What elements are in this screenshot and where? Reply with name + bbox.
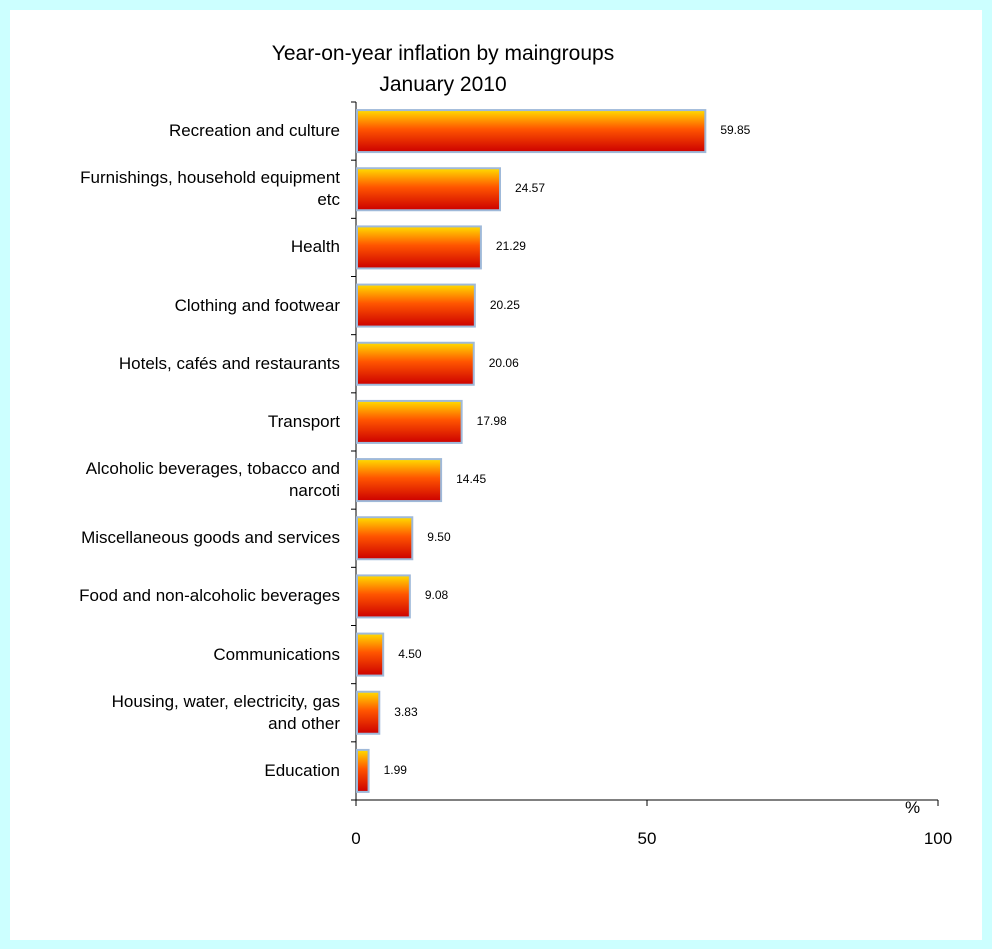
category-label: Housing, water, electricity, gas and othe… [20,691,340,735]
chart-title: Year-on-year inflation by maingroups [271,42,615,65]
bar [356,458,443,503]
x-tick-label: 100 [923,829,953,848]
category-label-line: Health [290,237,340,257]
category-label-line: Clothing and footwear [174,295,340,315]
category-label: Hotels, cafés and restaurants [20,353,340,375]
bar-value-label: 24.57 [514,181,546,196]
category-label: Education [20,760,340,782]
bar [356,283,476,328]
category-label-line: Miscellaneous goods and services [81,528,340,548]
category-label: Health [20,236,340,258]
category-label-line: Hotels, cafés and restaurants [118,353,340,373]
bar-value-label: 14.45 [456,472,487,487]
bar [356,109,707,154]
category-label-line: Education [264,760,340,780]
category-label: Clothing and footwear [20,295,340,317]
category-label-line: Furnishings, household equipment [80,168,340,188]
category-label-line: Food and non-alcoholic beverages [79,586,340,606]
bar-value-label: 20.25 [489,297,520,312]
category-label-line: Communications [213,644,340,664]
x-tick-label: 50 [637,829,657,848]
category-label: Transport [20,411,340,433]
bar [356,399,463,444]
category-label: Alcoholic beverages, tobacco and narcoti [20,458,340,502]
category-label-line: etc [317,190,340,210]
bar [356,574,411,619]
category-label-line: Recreation and culture [168,121,340,141]
bar [356,225,482,270]
category-label: Food and non-alcoholic beverages [20,585,340,607]
category-label-line: Transport [267,411,340,431]
bar-value-label: 4.50 [398,646,422,661]
category-label: Furnishings, household equipment etc [20,167,340,211]
bar-value-label: 59.85 [720,123,751,138]
chart-area [10,10,982,940]
bar [356,748,370,793]
category-label-line: and other [268,713,340,733]
bar [356,632,385,677]
category-label: Communications [20,644,340,666]
bar [356,516,414,561]
category-label: Recreation and culture [20,120,340,142]
bar [356,167,501,212]
bar-value-label: 3.83 [394,704,418,719]
bar [356,341,475,386]
category-label-line: Housing, water, electricity, gas [111,691,340,711]
bar-value-label: 20.06 [488,355,519,370]
x-tick-label: 0 [351,829,361,848]
unit-label: % [905,798,921,817]
bar-value-label: 9.50 [427,530,451,545]
bar-value-label: 21.29 [495,239,526,254]
bar-value-label: 1.99 [383,762,407,777]
category-label-line: narcoti [288,481,340,501]
category-label: Miscellaneous goods and services [20,527,340,549]
chart-subtitle: January 2010 [379,73,507,96]
bar-value-label: 9.08 [424,588,449,603]
bar-value-label: 17.98 [476,413,507,428]
bar [356,690,381,735]
category-label-line: Alcoholic beverages, tobacco and [85,459,340,479]
